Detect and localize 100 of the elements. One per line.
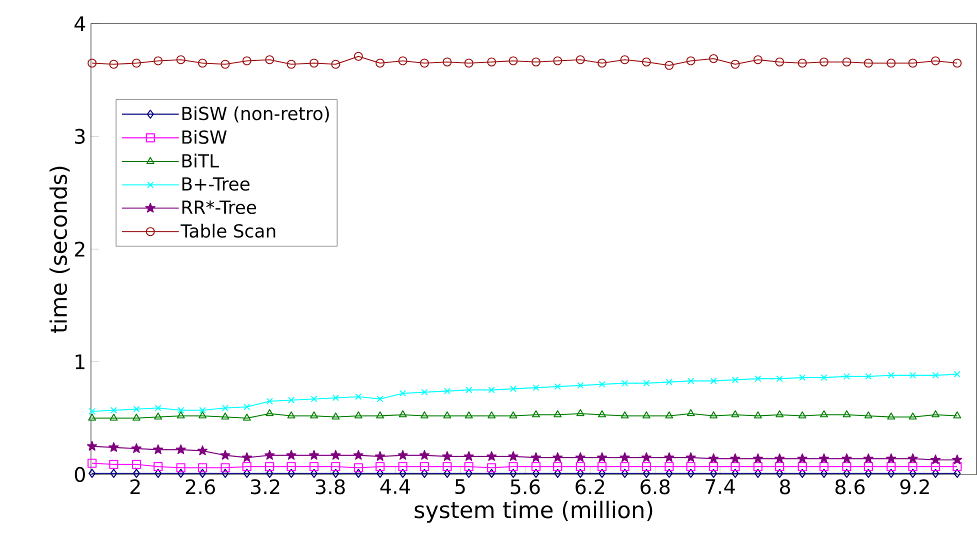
point (596, 452, 608, 462)
point (308, 450, 320, 460)
point (620, 54, 630, 64)
point (531, 57, 541, 66)
point (842, 410, 851, 418)
point (132, 58, 141, 68)
point (908, 453, 918, 463)
point (508, 462, 518, 471)
legend-label: Table Scan (180, 224, 276, 238)
point (464, 58, 474, 68)
point (908, 462, 918, 471)
point (310, 395, 318, 402)
point (864, 462, 873, 471)
point (88, 58, 97, 68)
point (819, 462, 829, 471)
point (286, 450, 296, 460)
x-tick-label: 5 (455, 478, 465, 494)
point (576, 468, 584, 478)
point (909, 372, 916, 378)
point (465, 386, 472, 394)
point (464, 462, 474, 471)
y-tick-label: 2 (75, 241, 84, 256)
point (820, 410, 828, 418)
point (442, 450, 452, 461)
point (576, 54, 585, 64)
point (110, 413, 118, 420)
point (266, 398, 273, 404)
point (820, 468, 828, 478)
point (376, 395, 384, 402)
point (575, 452, 586, 462)
point (399, 390, 406, 396)
point (309, 58, 319, 68)
point (710, 411, 718, 418)
point (243, 468, 250, 478)
point (331, 59, 340, 69)
point (843, 468, 850, 478)
point (553, 56, 562, 66)
point (154, 462, 163, 471)
point (686, 452, 696, 462)
point (242, 413, 251, 420)
point (153, 444, 164, 454)
point (886, 462, 896, 471)
point (398, 462, 408, 471)
point (221, 412, 230, 420)
point (199, 406, 206, 414)
x-tick-label: 6.2 (576, 478, 604, 494)
point (620, 462, 630, 471)
point (420, 468, 428, 478)
point (487, 462, 496, 472)
point (642, 468, 650, 478)
point (444, 388, 451, 394)
point (708, 453, 719, 463)
point (842, 453, 852, 463)
point (309, 462, 319, 471)
point (355, 393, 362, 400)
point (198, 462, 208, 472)
point (177, 406, 184, 414)
point (732, 376, 739, 383)
x-tick-label: 2 (130, 478, 140, 494)
point (620, 452, 630, 462)
point (820, 374, 828, 381)
point (710, 377, 717, 384)
point (197, 445, 208, 456)
point (598, 380, 606, 388)
point (664, 462, 674, 471)
point (774, 453, 785, 463)
point (287, 411, 296, 418)
x-tick-label: 4.4 (380, 478, 410, 494)
point (531, 462, 541, 471)
point (399, 468, 406, 478)
point (732, 468, 739, 478)
point (154, 404, 162, 412)
point (131, 443, 142, 453)
point (133, 406, 140, 412)
point (398, 56, 408, 66)
point (932, 468, 940, 478)
point (754, 468, 762, 478)
point (286, 59, 296, 69)
point (753, 54, 762, 64)
point (776, 375, 783, 382)
point (354, 52, 363, 61)
point (776, 410, 784, 418)
point (798, 468, 806, 478)
point (642, 411, 650, 418)
point (198, 468, 206, 478)
point (177, 468, 184, 478)
point (420, 411, 428, 418)
point (577, 382, 584, 389)
point (264, 450, 275, 460)
point (88, 408, 96, 415)
point (420, 462, 430, 471)
point (443, 411, 452, 418)
x-axis-title: system time (million) (414, 500, 652, 522)
y-tick-label: 0 (74, 466, 85, 482)
point (952, 58, 962, 68)
point (374, 450, 386, 461)
point (266, 468, 274, 478)
point (88, 468, 96, 478)
point (532, 384, 540, 391)
point (532, 468, 540, 478)
